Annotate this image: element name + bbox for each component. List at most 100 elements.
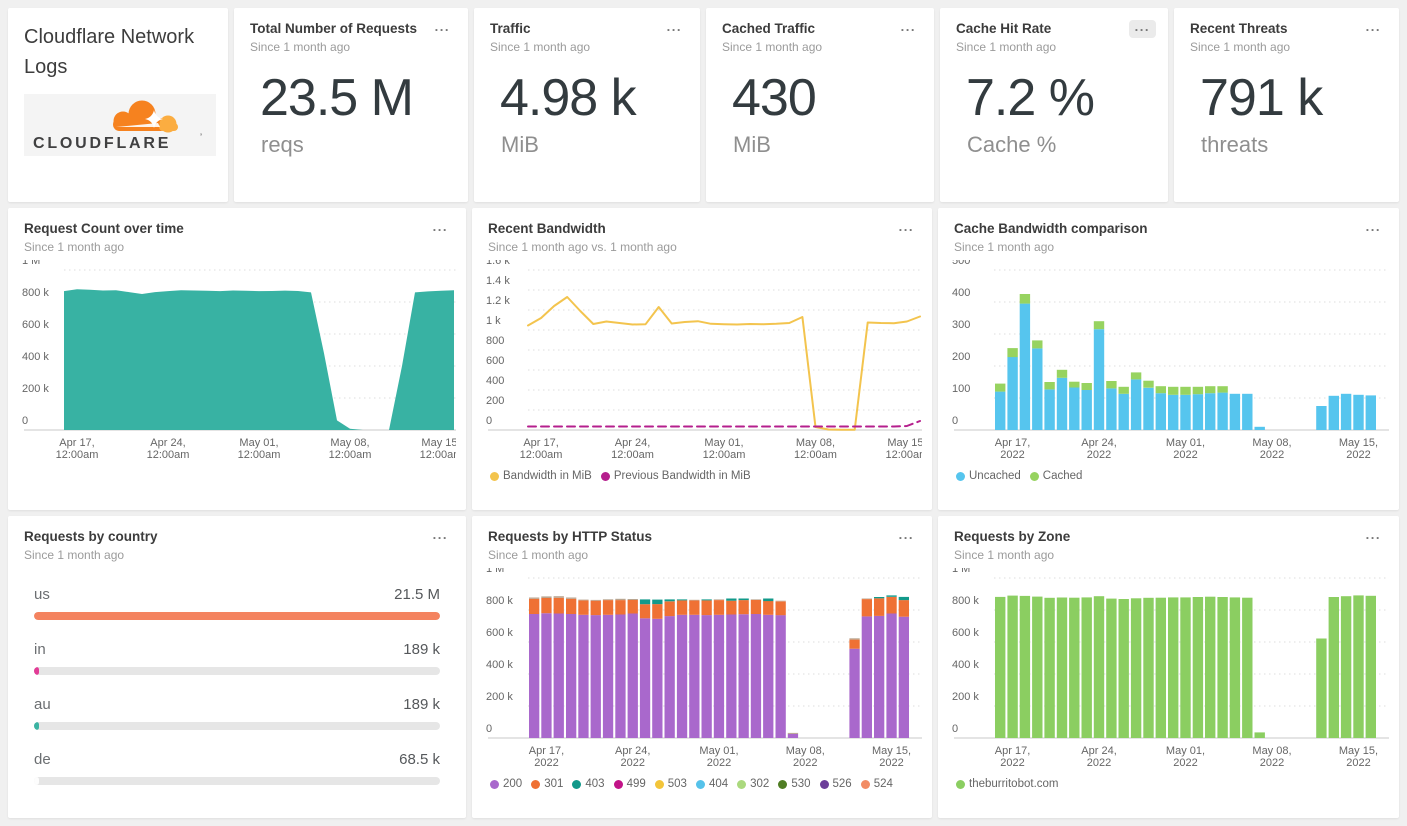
legend-item-503[interactable]: 503 <box>654 778 687 790</box>
country-bar-fill[interactable] <box>34 667 39 675</box>
legend-dot-icon <box>956 471 965 481</box>
requests-by-zone-chart-canvas[interactable]: 1 M 800 k 600 k 400 k 200 k 0 Apr 17, 2022 Apr 2… <box>948 563 1389 774</box>
stat-panel-traffic: Traffic Since 1 month ago ... 4.98 k MiB <box>474 8 700 202</box>
legend-item-200[interactable]: 200 <box>490 778 522 790</box>
legend-item-bandwidth-in-mib[interactable]: Bandwidth in MiB <box>490 470 592 482</box>
country-bar-fill[interactable] <box>34 777 39 785</box>
country-row-de: de 68.5 k <box>34 751 440 785</box>
panel-menu-icon[interactable]: ... <box>1365 527 1381 542</box>
svg-text:1 M: 1 M <box>486 568 504 575</box>
panel-requests-by-country: Requests by country Since 1 month ago ..… <box>8 516 466 818</box>
svg-text:600: 600 <box>486 355 504 367</box>
legend-label: Bandwidth in MiB <box>503 470 592 482</box>
svg-text:1 M: 1 M <box>22 260 40 267</box>
svg-text:400 k: 400 k <box>486 659 513 671</box>
legend-item-499[interactable]: 499 <box>613 778 646 790</box>
svg-text:May 01,2022: May 01, 2022 <box>1166 437 1205 461</box>
panel-menu-icon[interactable]: ... <box>434 19 450 34</box>
legend-item-previous-bandwidth-in-mib[interactable]: Previous Bandwidth in MiB <box>600 470 751 482</box>
svg-text:200: 200 <box>952 351 970 363</box>
panel-menu-icon[interactable]: ... <box>432 219 448 234</box>
panel-title: Requests by Zone <box>954 529 1071 544</box>
requests-by-zone-chart-area[interactable]: 1 M 800 k 600 k 400 k 200 k 0 Apr 17, 2022 Apr 2… <box>948 563 1389 774</box>
cache-bandwidth-chart-canvas[interactable]: 500 400 300 200 100 0 Apr 17, 2022 Apr 24, 2022 Ma… <box>948 255 1389 466</box>
svg-text:Apr 24,2022: Apr 24, 2022 <box>1081 437 1116 461</box>
panel-menu-icon[interactable]: ... <box>898 219 914 234</box>
svg-text:1.2 k: 1.2 k <box>486 295 510 307</box>
http-status-chart-area[interactable]: 1 M 800 k 600 k 400 k 200 k 0 Apr 17, 2022 Apr 2… <box>482 563 922 774</box>
country-value: 189 k <box>403 641 440 658</box>
legend-item-530[interactable]: 530 <box>778 778 811 790</box>
legend-label: Previous Bandwidth in MiB <box>613 470 751 482</box>
country-bar-fill[interactable] <box>34 612 440 620</box>
svg-text:May 08,12:00am: May 08, 12:00am <box>794 437 837 461</box>
stat-unit: MiB <box>501 132 539 157</box>
flare-icon <box>145 110 163 128</box>
svg-text:100: 100 <box>952 383 970 395</box>
svg-text:1.4 k: 1.4 k <box>486 275 510 287</box>
svg-text:1.6 k: 1.6 k <box>486 260 510 267</box>
recent-bandwidth-chart-canvas[interactable]: 1.6 k 1.4 k 1.2 k 1 k 800 600 400 200 0 Apr 17, 12… <box>482 255 928 466</box>
legend-label: 530 <box>791 778 811 790</box>
country-bar-fill[interactable] <box>34 722 39 730</box>
legend-item-uncached[interactable]: Uncached <box>956 470 1021 482</box>
legend-item-301[interactable]: 301 <box>531 778 563 790</box>
legend-dot-icon <box>490 779 499 789</box>
stat-panel-recent-threats: Recent Threats Since 1 month ago ... 791… <box>1174 8 1399 202</box>
legend-item-theburritobot-com[interactable]: theburritobot.com <box>956 778 1059 790</box>
panel-subtitle: Since 1 month ago <box>954 548 1055 562</box>
panel-title: Traffic <box>490 21 531 36</box>
panel-subtitle: Since 1 month ago <box>490 40 591 54</box>
svg-text:Apr 24,12:00am: Apr 24, 12:00am <box>147 437 190 461</box>
legend-item-302[interactable]: 302 <box>737 778 769 790</box>
svg-text:Apr 17,2022: Apr 17, 2022 <box>529 745 564 769</box>
legend-dot-icon <box>600 471 610 481</box>
header-panel: Cloudflare Network Logs CLOUDFLARE ’ <box>8 8 228 202</box>
legend-label: 524 <box>873 778 893 790</box>
request-count-chart-canvas[interactable]: 1 M 800 k 600 k 400 k 200 k 0 Apr 17, 12:00am Ap… <box>18 255 462 466</box>
svg-text:800 k: 800 k <box>486 595 513 607</box>
panel-subtitle: Since 1 month ago <box>722 40 823 54</box>
legend-label: 302 <box>750 778 770 790</box>
dashboard-title: Cloudflare Network Logs <box>24 26 195 78</box>
legend-item-cached[interactable]: Cached <box>1029 470 1082 482</box>
country-row-us: us 21.5 M <box>34 586 440 620</box>
panel-http-status: Requests by HTTP Status Since 1 month ag… <box>472 516 932 818</box>
panel-subtitle: Since 1 month ago <box>250 40 351 54</box>
cache-bandwidth-chart-area[interactable]: 500 400 300 200 100 0 Apr 17, 2022 Apr 24, 2022 Ma… <box>948 255 1389 466</box>
svg-text:May 01,12:00am: May 01, 12:00am <box>238 437 281 461</box>
panel-menu-icon[interactable]: ... <box>1128 20 1156 38</box>
http-status-chart-canvas[interactable]: 1 M 800 k 600 k 400 k 200 k 0 Apr 17, 2022 Apr 2… <box>482 563 922 774</box>
stat-value: 4.98 k <box>500 69 637 127</box>
panel-menu-icon[interactable]: ... <box>432 527 448 542</box>
legend-item-524[interactable]: 524 <box>860 778 893 790</box>
legend-item-403[interactable]: 403 <box>572 778 605 790</box>
panel-menu-icon[interactable]: ... <box>900 19 916 34</box>
panel-menu-icon[interactable]: ... <box>898 527 914 542</box>
legend-dot-icon <box>531 779 541 789</box>
panel-menu-icon[interactable]: ... <box>1365 219 1381 234</box>
panel-menu-icon[interactable]: ... <box>666 19 682 34</box>
country-value: 21.5 M <box>394 586 440 603</box>
legend-item-404[interactable]: 404 <box>695 778 728 790</box>
breakdown-row: Requests by country Since 1 month ago ..… <box>8 516 1399 818</box>
legend-dot-icon <box>654 779 664 789</box>
svg-text:800: 800 <box>486 335 504 347</box>
panel-request-count: Request Count over time Since 1 month ag… <box>8 208 466 510</box>
svg-text:Apr 24,2022: Apr 24, 2022 <box>615 745 650 769</box>
legend-item-526[interactable]: 526 <box>819 778 852 790</box>
svg-text:200 k: 200 k <box>486 691 513 703</box>
svg-text:600 k: 600 k <box>486 627 513 639</box>
country-value: 68.5 k <box>399 751 440 768</box>
panel-title: Request Count over time <box>24 221 184 236</box>
request-count-chart-area[interactable]: 1 M 800 k 600 k 400 k 200 k 0 Apr 17, 12:00am Ap… <box>18 255 462 466</box>
svg-text:May 15,12:00am: May 15,12:00am <box>420 437 456 461</box>
svg-text:200: 200 <box>486 395 504 407</box>
legend-dot-icon <box>819 779 829 789</box>
panel-menu-icon[interactable]: ... <box>1365 19 1381 34</box>
svg-text:May 15,12:00am: May 15,12:00am <box>886 437 922 461</box>
panel-subtitle: Since 1 month ago vs. 1 month ago <box>488 240 677 254</box>
recent-bandwidth-chart-area[interactable]: 1.6 k 1.4 k 1.2 k 1 k 800 600 400 200 0 Apr 17, 12… <box>482 255 928 466</box>
panel-subtitle: Since 1 month ago <box>24 548 125 562</box>
svg-text:Apr 24,2022: Apr 24, 2022 <box>1081 745 1116 769</box>
